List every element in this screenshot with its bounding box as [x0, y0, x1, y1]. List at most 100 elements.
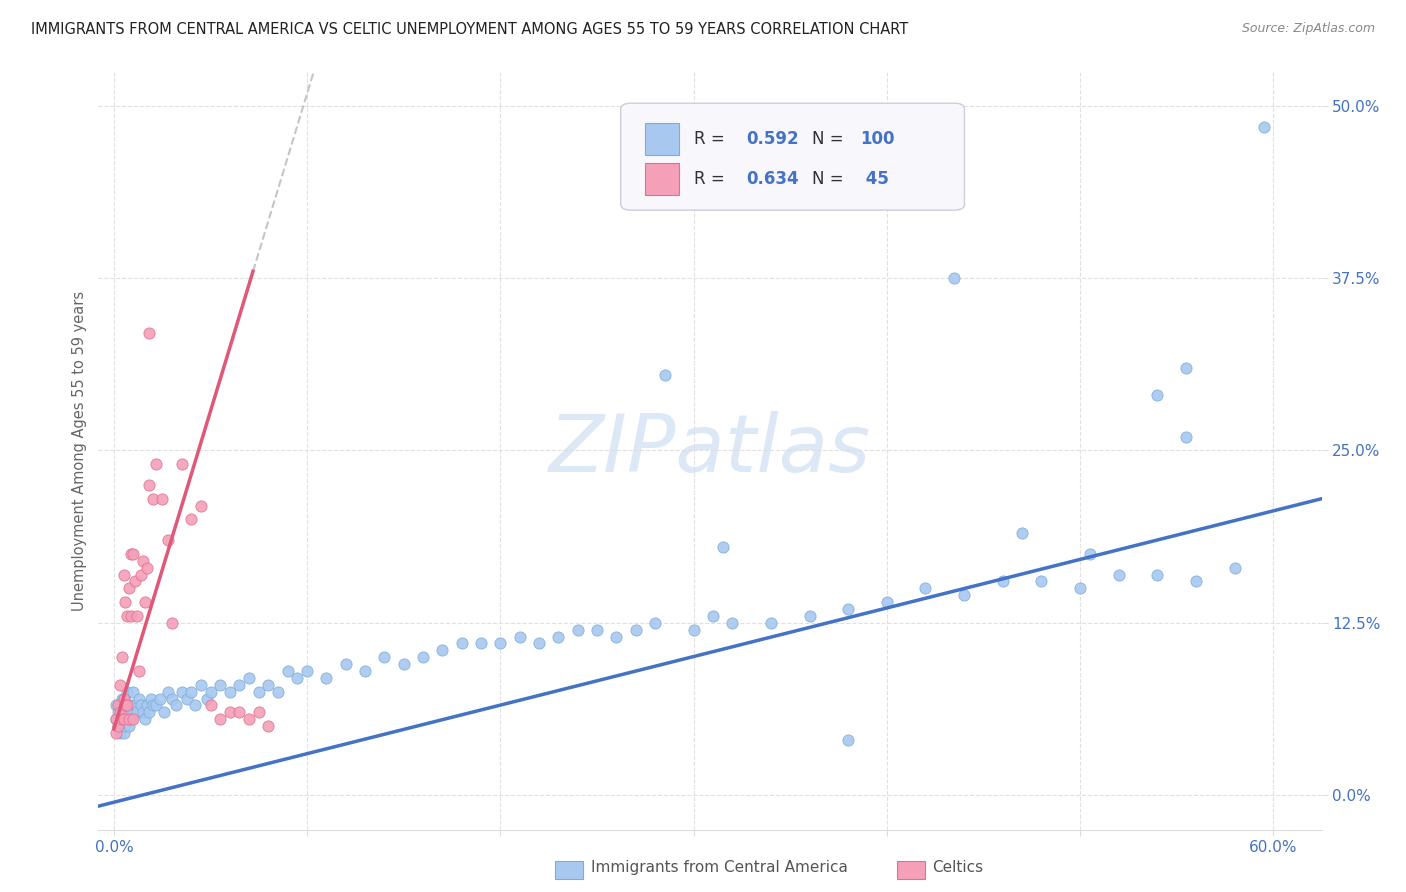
- Point: [218, 684, 240, 698]
- Point: [120, 547, 142, 561]
- Text: 0.592: 0.592: [747, 130, 800, 148]
- Point: [107, 698, 129, 713]
- Text: N =: N =: [811, 170, 848, 188]
- Text: Immigrants from Central America: Immigrants from Central America: [591, 860, 848, 874]
- Point: [190, 678, 212, 692]
- Point: [228, 678, 250, 692]
- Point: [118, 582, 141, 596]
- Point: [132, 706, 155, 720]
- Point: [373, 650, 395, 665]
- Point: [876, 595, 898, 609]
- Point: [134, 712, 156, 726]
- Point: [125, 706, 148, 720]
- Point: [120, 608, 142, 623]
- Point: [335, 657, 357, 672]
- Point: [104, 712, 127, 726]
- Point: [1108, 567, 1130, 582]
- Point: [110, 706, 132, 720]
- Point: [150, 491, 173, 506]
- Point: [392, 657, 415, 672]
- Y-axis label: Unemployment Among Ages 55 to 59 years: Unemployment Among Ages 55 to 59 years: [72, 291, 87, 610]
- Point: [470, 636, 492, 650]
- Point: [153, 706, 176, 720]
- Point: [112, 712, 135, 726]
- Point: [277, 664, 299, 678]
- Text: 100: 100: [860, 130, 896, 148]
- Point: [165, 698, 187, 713]
- Point: [117, 684, 139, 698]
- Point: [489, 636, 512, 650]
- Point: [799, 608, 821, 623]
- Point: [118, 712, 141, 726]
- Point: [547, 630, 569, 644]
- Point: [354, 664, 377, 678]
- Point: [117, 698, 139, 713]
- Point: [1031, 574, 1053, 589]
- Point: [184, 698, 207, 713]
- Point: [682, 623, 704, 637]
- Point: [228, 706, 250, 720]
- Point: [108, 712, 131, 726]
- Bar: [645, 163, 679, 195]
- Point: [624, 623, 647, 637]
- Point: [139, 691, 162, 706]
- Point: [125, 608, 148, 623]
- Point: [176, 691, 198, 706]
- Point: [953, 588, 976, 602]
- Text: Source: ZipAtlas.com: Source: ZipAtlas.com: [1241, 22, 1375, 36]
- Point: [605, 630, 627, 644]
- Bar: [645, 123, 679, 155]
- Point: [122, 684, 145, 698]
- Point: [112, 567, 135, 582]
- Point: [721, 615, 744, 630]
- Point: [1253, 120, 1275, 134]
- Point: [711, 540, 734, 554]
- Point: [120, 712, 142, 726]
- Point: [702, 608, 724, 623]
- Point: [1146, 567, 1168, 582]
- Point: [145, 457, 167, 471]
- Point: [257, 678, 280, 692]
- Text: N =: N =: [811, 130, 848, 148]
- Text: 0.634: 0.634: [747, 170, 800, 188]
- Point: [156, 533, 179, 547]
- Point: [135, 698, 157, 713]
- Point: [1185, 574, 1208, 589]
- Point: [156, 684, 179, 698]
- Point: [149, 691, 172, 706]
- Point: [128, 691, 150, 706]
- Point: [287, 671, 309, 685]
- Point: [132, 554, 155, 568]
- Point: [104, 726, 127, 740]
- Point: [567, 623, 589, 637]
- Point: [108, 698, 131, 713]
- Point: [209, 678, 232, 692]
- Point: [943, 271, 966, 285]
- Point: [122, 712, 145, 726]
- Point: [218, 706, 240, 720]
- Point: [135, 560, 157, 574]
- Point: [107, 706, 129, 720]
- Point: [128, 664, 150, 678]
- Point: [122, 706, 145, 720]
- Point: [1069, 582, 1091, 596]
- Point: [295, 664, 318, 678]
- Point: [110, 691, 132, 706]
- Point: [117, 698, 139, 713]
- Point: [180, 684, 202, 698]
- Point: [247, 706, 270, 720]
- Point: [180, 512, 202, 526]
- Point: [104, 712, 127, 726]
- Point: [108, 706, 131, 720]
- Point: [108, 726, 131, 740]
- Point: [450, 636, 472, 650]
- Point: [1011, 526, 1033, 541]
- Point: [117, 608, 139, 623]
- Point: [107, 719, 129, 733]
- Point: [114, 698, 136, 713]
- Point: [509, 630, 531, 644]
- Point: [112, 691, 135, 706]
- Point: [112, 691, 135, 706]
- Point: [432, 643, 454, 657]
- Point: [114, 595, 136, 609]
